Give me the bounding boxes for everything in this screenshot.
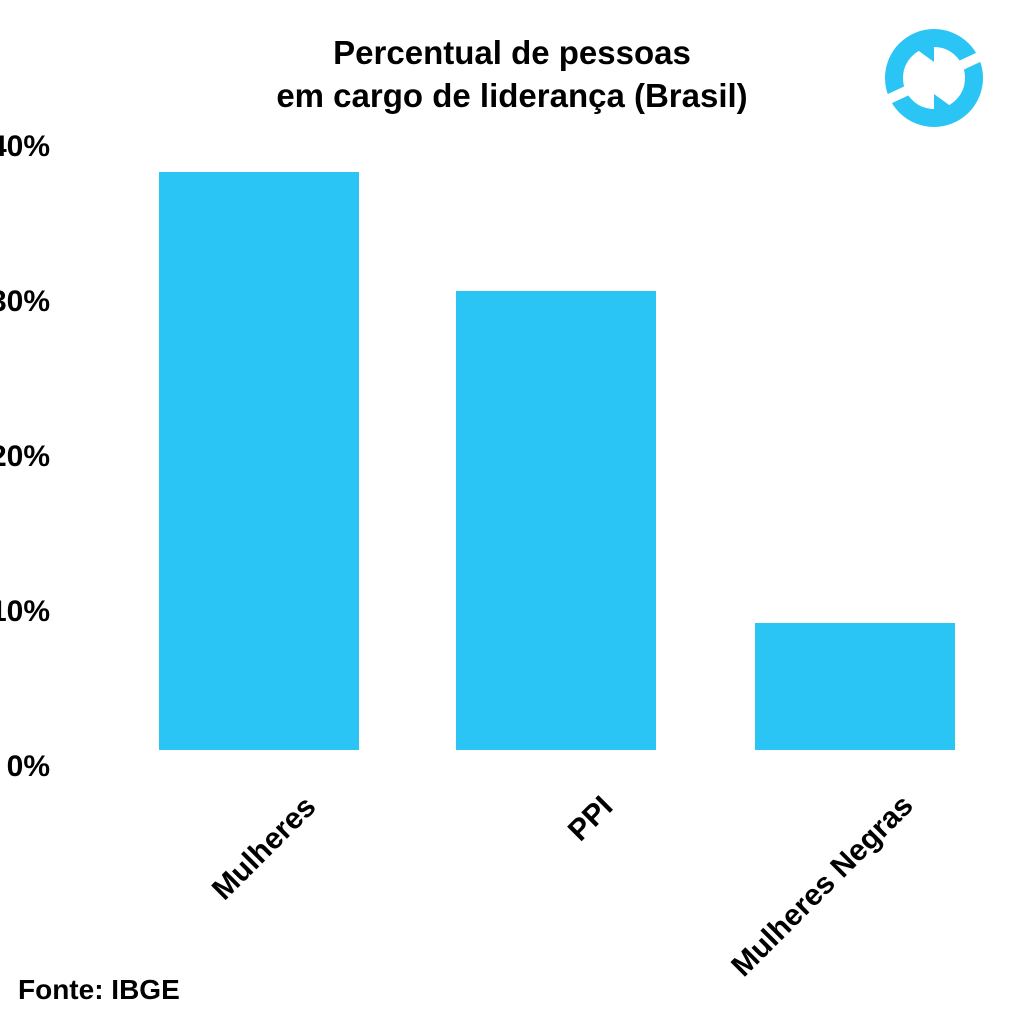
chart-area bbox=[150, 130, 970, 750]
chart-title: Percentual de pessoas em cargo de lidera… bbox=[276, 32, 747, 118]
y-label-10: 10% bbox=[0, 595, 50, 629]
x-axis-labels: Mulheres PPI Mulheres Negras bbox=[150, 770, 970, 970]
title-line-2: em cargo de liderança (Brasil) bbox=[276, 75, 747, 118]
chart-source: Fonte: IBGE bbox=[18, 974, 180, 1006]
bar-mulheres-negras bbox=[755, 623, 955, 750]
y-label-20: 20% bbox=[0, 440, 50, 474]
y-label-30: 30% bbox=[0, 285, 50, 319]
x-label-ppi: PPI bbox=[426, 790, 620, 984]
y-label-0: 0% bbox=[7, 750, 50, 784]
y-label-40: 40% bbox=[0, 130, 50, 164]
bar-mulheres bbox=[159, 172, 359, 750]
bar-ppi bbox=[456, 291, 656, 750]
x-label-mulheres: Mulheres bbox=[129, 790, 323, 984]
refresh-logo-icon bbox=[884, 28, 984, 133]
title-line-1: Percentual de pessoas bbox=[276, 32, 747, 75]
x-label-mulheres-negras: Mulheres Negras bbox=[725, 790, 919, 984]
